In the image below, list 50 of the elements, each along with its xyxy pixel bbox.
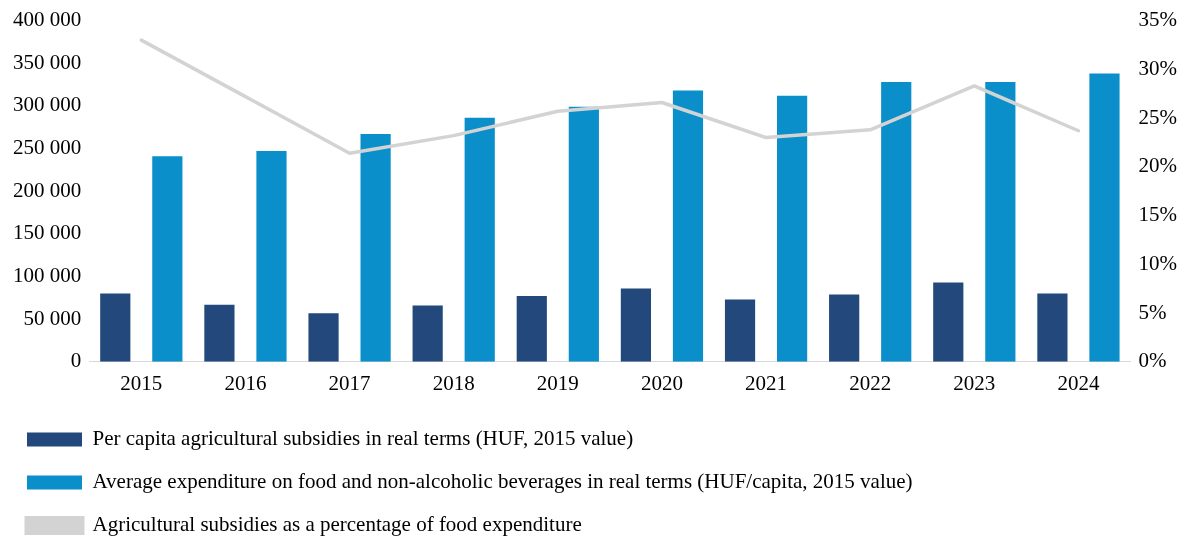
y-tick-label: 0 [70,348,82,373]
y2-tick-label: 35% [1138,7,1178,32]
x-tick-label: 2018 [432,370,475,395]
y2-tick-label: 10% [1138,250,1178,275]
bar [724,299,756,362]
x-tick-label: 2017 [328,370,371,395]
x-tick-label: 2024 [1057,370,1100,395]
bar [881,82,912,362]
y2-tick-label: 5% [1138,299,1167,324]
bar [412,305,443,362]
x-tick-label: 2021 [745,370,788,395]
bar [1089,73,1120,362]
bar [308,313,339,362]
x-tick-label: 2023 [953,370,996,395]
bar [672,90,704,362]
bar [464,117,495,362]
x-tick-label: 2019 [536,370,579,395]
bar [777,95,808,362]
bar [568,106,599,362]
y2-tick-label: 25% [1138,104,1178,129]
bar [985,82,1016,362]
legend-label: Agricultural subsidies as a percentage of food expenditure [92,512,582,537]
bar [100,293,131,362]
y-tick-label: 100 000 [13,263,82,288]
legend-label: Per capita agricultural subsidies in real terms (HUF, 2015 value) [92,426,634,451]
bar [829,294,860,362]
bar [360,134,391,362]
x-tick-label: 2015 [120,370,163,395]
bar [516,296,547,362]
y-tick-label: 250 000 [13,135,82,160]
y2-tick-label: 15% [1138,202,1178,227]
y2-tick-label: 30% [1138,55,1178,80]
y-tick-label: 200 000 [13,177,82,202]
bar [204,304,235,362]
bar [933,282,964,362]
x-tick-label: 2016 [224,370,267,395]
y2-tick-label: 20% [1138,153,1178,178]
y2-tick-label: 0% [1138,348,1167,373]
y-tick-label: 400 000 [13,7,82,32]
x-tick-label: 2020 [640,370,683,395]
y-tick-label: 350 000 [13,49,82,74]
y-tick-label: 150 000 [13,220,82,245]
bar [152,156,183,362]
bar [620,288,652,362]
y-tick-label: 50 000 [23,305,82,330]
y-tick-label: 300 000 [13,92,82,117]
bar [256,151,287,362]
x-tick-label: 2022 [849,370,892,395]
legend-label: Average expenditure on food and non-alcoholic beverages in real terms (HUF/capita, 2015 value) [92,469,913,494]
bar [1037,293,1068,362]
